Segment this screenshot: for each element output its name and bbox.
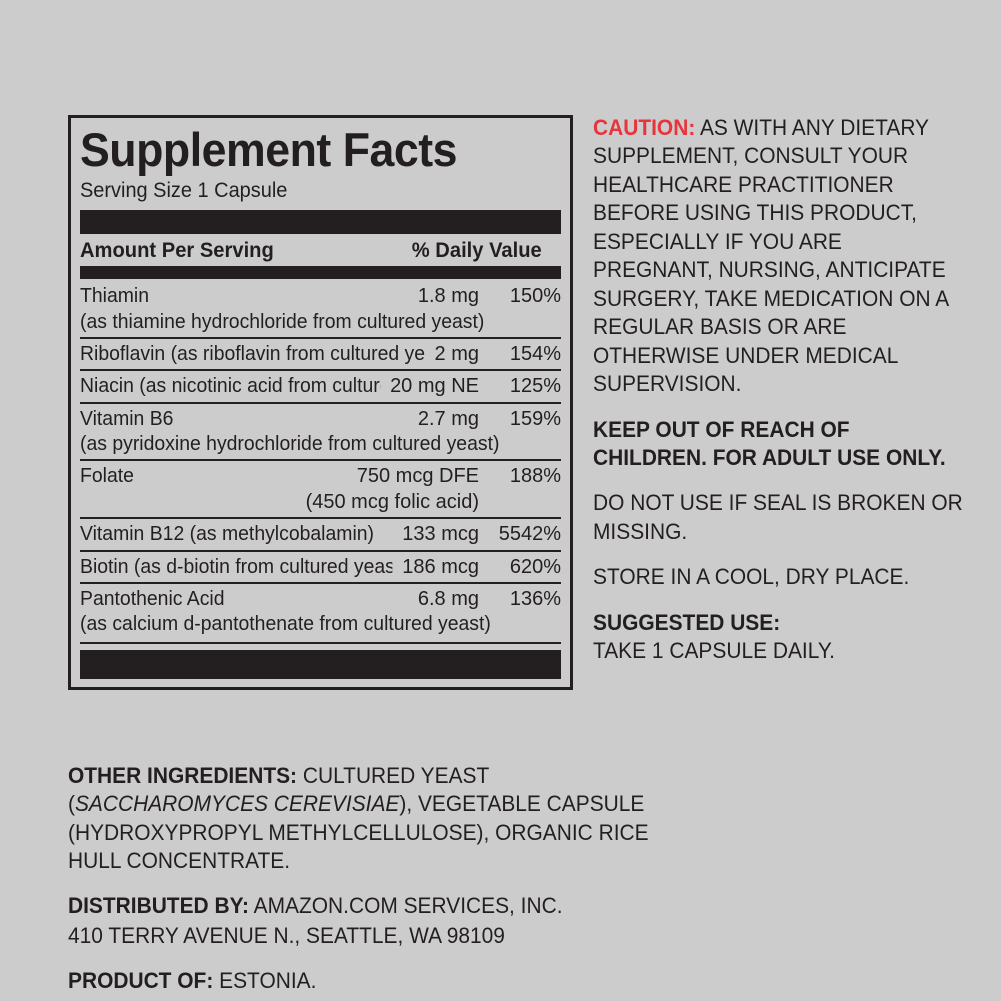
daily-value-label: % Daily Value	[411, 239, 542, 263]
nutrient-source-note: (as pyridoxine hydrochloride from cultur…	[80, 433, 500, 456]
nutrient-line: Folate 750 mcg DFE 188%	[80, 464, 561, 488]
warnings-column: CAUTION: AS WITH ANY DIETARY SUPPLEMENT,…	[593, 114, 965, 683]
caution-paragraph: CAUTION: AS WITH ANY DIETARY SUPPLEMENT,…	[593, 114, 965, 399]
suggested-use-paragraph: SUGGESTED USE: TAKE 1 CAPSULE DAILY.	[593, 609, 965, 666]
caution-label: CAUTION:	[593, 115, 696, 140]
nutrient-source-note: (450 mcg folic acid)	[305, 490, 479, 513]
nutrient-amount: 6.8 mg	[417, 588, 479, 611]
seal-warning-text: DO NOT USE IF SEAL IS BROKEN OR MISSING.	[593, 490, 963, 544]
suggested-use-label: SUGGESTED USE:	[593, 609, 781, 635]
table-row: Vitamin B12 (as methylcobalamin) 133 mcg 5…	[80, 517, 561, 549]
keep-out-of-reach-text: KEEP OUT OF REACH OF CHILDREN. FOR ADULT…	[593, 416, 946, 470]
table-row: Thiamin 1.8 mg 150% (as thiamine hydrochlor…	[80, 279, 561, 337]
nutrient-amount: 1.8 mg	[417, 285, 479, 308]
nutrient-daily-value: 620%	[509, 555, 561, 578]
product-of-text: ESTONIA.	[219, 967, 317, 993]
amount-per-serving-label: Amount Per Serving	[80, 239, 274, 263]
nutrient-name: Thiamin	[80, 285, 150, 308]
distributed-by-label: DISTRIBUTED BY:	[68, 892, 249, 918]
product-of-label: PRODUCT OF:	[68, 967, 214, 993]
other-ingredients-paragraph: OTHER INGREDIENTS: CULTURED YEAST (SACCH…	[68, 762, 658, 876]
nutrient-name: Folate	[80, 465, 134, 488]
nutrient-daily-value: 136%	[509, 588, 561, 611]
distributed-by-paragraph: DISTRIBUTED BY: AMAZON.COM SERVICES, INC…	[68, 892, 658, 920]
nutrient-amount: 2 mg	[434, 342, 479, 365]
table-row: Vitamin B6 2.7 mg 159% (as pyridoxine hydro…	[80, 401, 561, 460]
other-ingredients-label: OTHER INGREDIENTS:	[68, 763, 298, 788]
nutrient-name: Pantothenic Acid	[80, 588, 225, 611]
nutrient-amount: 750 mcg DFE	[356, 465, 479, 488]
distributed-by-text: AMAZON.COM SERVICES, INC.	[253, 892, 563, 918]
nutrient-line: Biotin (as d-biotin from cultured yeast)…	[80, 555, 561, 579]
nutrient-daily-value: 150%	[509, 285, 561, 308]
nutrient-rows: Thiamin 1.8 mg 150% (as thiamine hydrochlor…	[80, 279, 561, 640]
table-row: Niacin (as nicotinic acid from cultured …	[80, 369, 561, 401]
other-ingredients-latin-name: SACCHAROMYCES CEREVISIAE	[74, 791, 400, 817]
storage-text: STORE IN A COOL, DRY PLACE.	[593, 564, 910, 590]
nutrient-line: Riboflavin (as riboflavin from cultured …	[80, 342, 561, 366]
nutrient-name: Riboflavin (as riboflavin from cultured …	[80, 342, 424, 365]
table-header-row: Amount Per Serving % Daily Value	[80, 239, 542, 263]
nutrient-source-note: (as thiamine hydrochloride from cultured…	[80, 310, 485, 333]
footer-block: OTHER INGREDIENTS: CULTURED YEAST (SACCH…	[68, 762, 658, 995]
nutrient-daily-value: 159%	[509, 407, 561, 430]
header-divider-bar-thick	[80, 210, 561, 235]
nutrient-amount: 186 mcg	[402, 555, 479, 578]
nutrient-amount: 20 mg NE	[390, 375, 479, 398]
supplement-facts-title: Supplement Facts	[80, 123, 457, 176]
rows-bottom-rule	[80, 641, 561, 644]
nutrient-daily-value: 188%	[509, 465, 561, 488]
nutrient-line: Thiamin 1.8 mg 150%	[80, 284, 561, 308]
nutrient-name: Vitamin B12 (as methylcobalamin)	[80, 523, 375, 546]
table-row: Pantothenic Acid 6.8 mg 136% (as calcium d-…	[80, 582, 561, 640]
nutrient-name: Biotin (as d-biotin from cultured yeast)	[80, 555, 393, 578]
table-row: Folate 750 mcg DFE 188% (450 mcg folic acid…	[80, 459, 561, 517]
other-ingredients-part1: CULTURED YEAST (	[68, 763, 489, 817]
other-ingredients-part2: ), VEGETABLE CAPSULE (HYDROXYPROPYL METH…	[68, 791, 649, 874]
nutrient-line: Pantothenic Acid 6.8 mg 136%	[80, 587, 561, 611]
header-divider-bar-mid	[80, 266, 561, 280]
product-of-paragraph: PRODUCT OF: ESTONIA.	[68, 967, 658, 995]
nutrient-line: Vitamin B12 (as methylcobalamin) 133 mcg 5…	[80, 522, 561, 546]
footer-bar-thick	[80, 649, 561, 679]
suggested-use-text: TAKE 1 CAPSULE DAILY.	[593, 638, 835, 664]
nutrient-name: Niacin (as nicotinic acid from cultured …	[80, 375, 381, 398]
nutrient-name: Vitamin B6	[80, 407, 174, 430]
nutrient-source-note: (as calcium d-pantothenate from cultured…	[80, 613, 491, 636]
caution-text: AS WITH ANY DIETARY SUPPLEMENT, CONSULT …	[593, 115, 949, 397]
address-text: 410 TERRY AVENUE N., SEATTLE, WA 98109	[68, 923, 505, 949]
nutrient-daily-value: 154%	[509, 342, 561, 365]
supplement-facts-panel: Supplement Facts Serving Size 1 Capsule …	[68, 115, 573, 690]
serving-size-text: Serving Size 1 Capsule	[80, 179, 288, 202]
table-row: Riboflavin (as riboflavin from cultured …	[80, 336, 561, 369]
nutrient-daily-value: 125%	[509, 375, 561, 398]
nutrient-amount: 133 mcg	[402, 523, 479, 546]
nutrient-amount: 2.7 mg	[417, 407, 479, 430]
nutrient-line: Vitamin B6 2.7 mg 159%	[80, 407, 561, 431]
nutrient-line: Niacin (as nicotinic acid from cultured …	[80, 374, 561, 398]
nutrient-daily-value: 5542%	[498, 523, 561, 546]
table-row: Biotin (as d-biotin from cultured yeast)…	[80, 549, 561, 582]
